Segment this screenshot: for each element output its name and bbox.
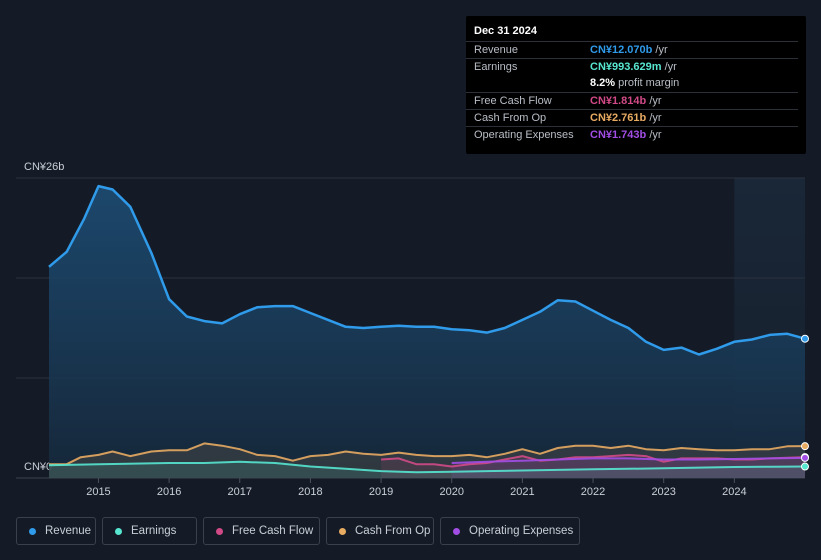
legend-dot-icon <box>29 527 36 535</box>
tooltip-label: Operating Expenses <box>474 129 574 141</box>
legend-dot-icon <box>115 527 122 535</box>
tooltip-value: CN¥1.814b /yr <box>590 95 662 107</box>
tooltip-value: CN¥993.629m /yr <box>590 61 677 73</box>
legend-item-cash-from-op[interactable]: Cash From Op <box>326 517 434 545</box>
cash-from-op-end-point <box>801 442 809 451</box>
operating-expenses-line <box>451 456 806 464</box>
legend-item-revenue[interactable]: Revenue <box>16 517 96 545</box>
data-tooltip: Dec 31 2024 Revenue CN¥12.070b /yr Earni… <box>466 16 806 154</box>
legend-label: Earnings <box>131 525 177 537</box>
tooltip-row-cash-from-op: Cash From Op CN¥2.761b /yr <box>466 109 798 127</box>
revenue-line <box>48 184 806 356</box>
x-tick-label: 2023 <box>651 486 675 498</box>
x-tick-label: 2024 <box>722 486 746 498</box>
legend-label: Operating Expenses <box>469 525 574 537</box>
tooltip-label: Earnings <box>474 61 518 73</box>
tooltip-row-free-cash-flow: Free Cash Flow CN¥1.814b /yr <box>466 92 798 110</box>
tooltip-profit-margin: 8.2% profit margin <box>590 77 680 89</box>
y-axis-bottom-label: CN¥0 <box>24 461 52 473</box>
tooltip-label: Free Cash Flow <box>474 95 552 107</box>
tooltip-value: CN¥12.070b /yr <box>590 44 668 56</box>
tooltip-row-margin: 8.2% profit margin <box>466 75 798 92</box>
legend-label: Cash From Op <box>355 525 431 537</box>
legend-item-free-cash-flow[interactable]: Free Cash Flow <box>203 517 320 545</box>
x-tick-label: 2015 <box>86 486 110 498</box>
tooltip-value: CN¥1.743b /yr <box>590 129 662 141</box>
x-tick-label: 2016 <box>157 486 181 498</box>
x-tick-label: 2017 <box>228 486 252 498</box>
free-cash-flow-area <box>381 454 805 478</box>
tooltip-date: Dec 31 2024 <box>474 25 537 37</box>
legend-dot-icon <box>339 527 346 535</box>
x-tick-label: 2019 <box>369 486 393 498</box>
earnings-end-point <box>801 462 809 471</box>
revenue-end-point <box>801 334 809 343</box>
legend-label: Free Cash Flow <box>232 525 314 537</box>
tooltip-value: CN¥2.761b /yr <box>590 112 662 124</box>
legend-label: Revenue <box>45 525 92 537</box>
legend-item-earnings[interactable]: Earnings <box>102 517 197 545</box>
operating-expenses-end-point <box>801 453 809 462</box>
x-tick-label: 2018 <box>298 486 322 498</box>
x-tick-label: 2022 <box>581 486 605 498</box>
y-axis-top-label: CN¥26b <box>24 161 64 173</box>
x-tick-label: 2020 <box>439 486 463 498</box>
x-tick-label: 2021 <box>510 486 534 498</box>
tooltip-row-earnings: Earnings CN¥993.629m /yr <box>466 58 798 76</box>
legend-dot-icon <box>216 527 223 535</box>
tooltip-row-operating-expenses: Operating Expenses CN¥1.743b /yr <box>466 126 798 144</box>
tooltip-label: Revenue <box>474 44 519 56</box>
revenue-area <box>49 186 805 478</box>
tooltip-row-revenue: Revenue CN¥12.070b /yr <box>466 41 798 59</box>
cash-from-op-line <box>49 442 806 466</box>
tooltip-label: Cash From Op <box>474 112 547 124</box>
earnings-area <box>49 461 805 478</box>
legend-dot-icon <box>453 527 460 535</box>
legend-item-operating-expenses[interactable]: Operating Expenses <box>440 517 580 545</box>
earnings-line <box>48 460 806 474</box>
